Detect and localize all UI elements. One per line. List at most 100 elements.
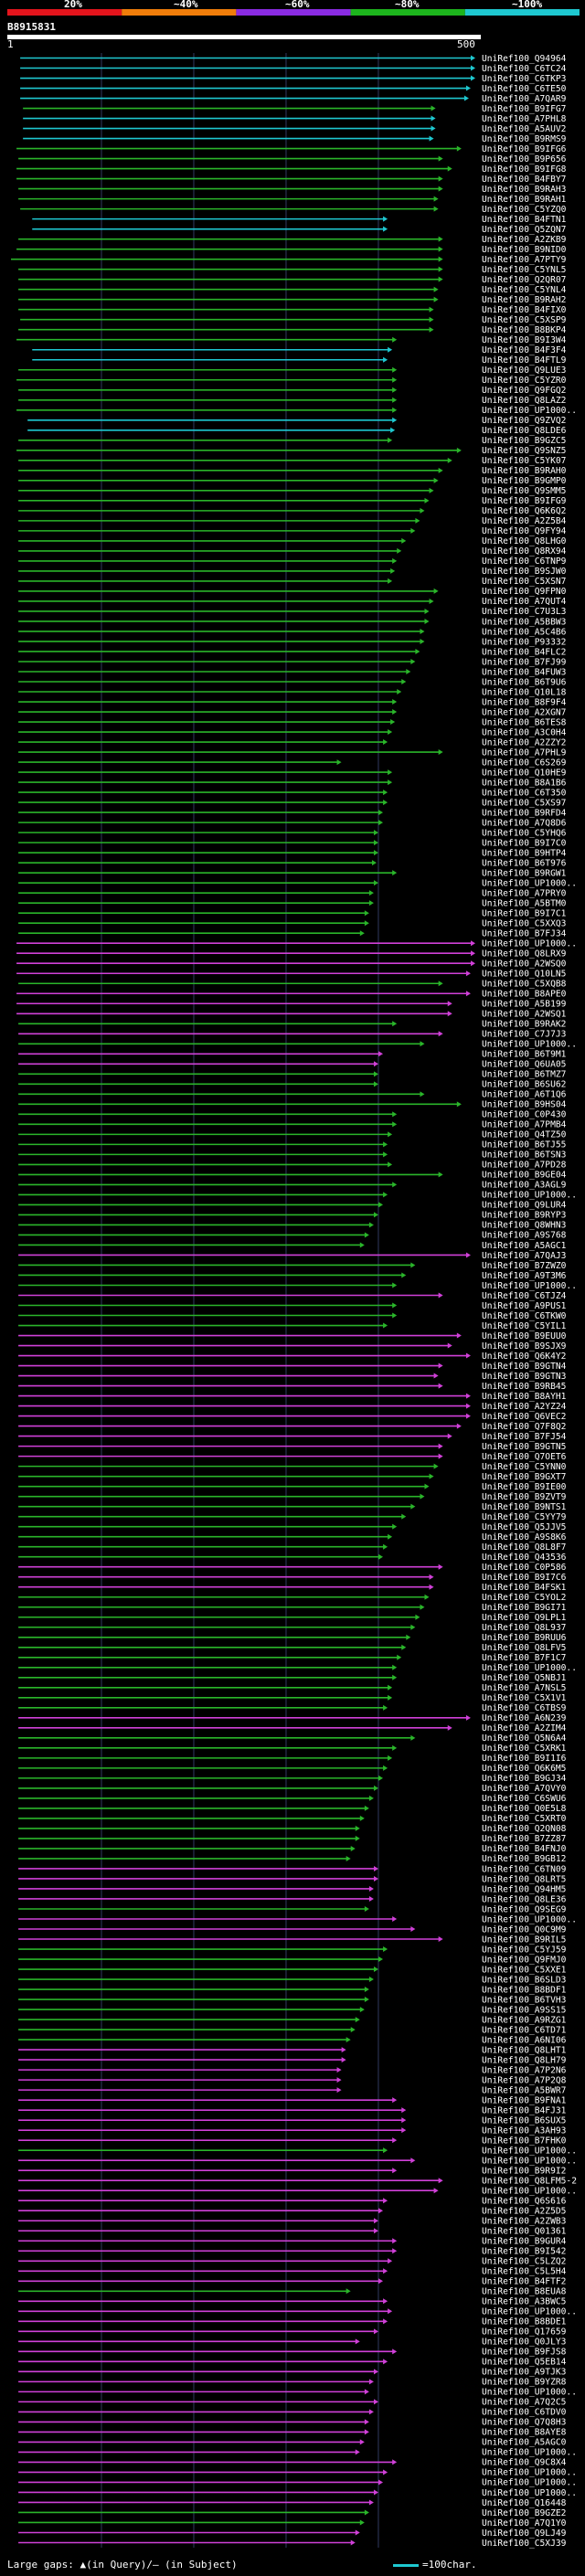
hit-label[interactable]: UniRef100_C5YK07 [482, 456, 567, 466]
hit-label[interactable]: UniRef100_Q9LUE3 [482, 366, 567, 376]
hit-label[interactable]: UniRef100_A5BWR7 [482, 2085, 567, 2095]
hit-label[interactable]: UniRef100_B6TJ55 [482, 1140, 566, 1150]
hit-label[interactable]: UniRef100_B9NID0 [482, 245, 567, 255]
hit-label[interactable]: UniRef100_Q8LAZ2 [482, 396, 566, 406]
hit-label[interactable]: UniRef100_C5XSP9 [482, 315, 567, 325]
hit-label[interactable]: UniRef100_A3C0H4 [482, 727, 567, 737]
hit-label[interactable]: UniRef100_UP1000.. [482, 2146, 577, 2156]
hit-label[interactable]: UniRef100_C7U3L3 [482, 607, 567, 617]
hit-label[interactable]: UniRef100_Q9ZVQ2 [482, 416, 566, 426]
hit-label[interactable]: UniRef100_B6TMZ7 [482, 1070, 567, 1080]
hit-label[interactable]: UniRef100_B8BDE1 [482, 2317, 567, 2327]
hit-label[interactable]: UniRef100_Q6K6Q2 [482, 506, 566, 516]
hit-label[interactable]: UniRef100_C6TC24 [482, 64, 567, 74]
hit-label[interactable]: UniRef100_A7P2Q8 [482, 2075, 567, 2085]
hit-label[interactable]: UniRef100_B9I542 [482, 2247, 566, 2257]
hit-label[interactable]: UniRef100_B9EUU0 [482, 1331, 567, 1341]
hit-label[interactable]: UniRef100_C5YIL1 [482, 1321, 567, 1331]
hit-label[interactable]: UniRef100_A7NSL5 [482, 1683, 566, 1693]
hit-label[interactable]: UniRef100_B9FJS8 [482, 2348, 567, 2358]
hit-label[interactable]: UniRef100_C5XQB8 [482, 980, 567, 990]
hit-label[interactable]: UniRef100_C5XJ39 [482, 2539, 567, 2549]
hit-label[interactable]: UniRef100_Q10L18 [482, 687, 567, 697]
hit-label[interactable]: UniRef100_C5YNN0 [482, 1462, 567, 1472]
hit-label[interactable]: UniRef100_Q8LFM5-2 [482, 2177, 577, 2187]
hit-label[interactable]: UniRef100_B8AYH1 [482, 1392, 567, 1402]
hit-label[interactable]: UniRef100_Q10LN5 [482, 970, 566, 980]
hit-label[interactable]: UniRef100_B9NTS1 [482, 1502, 567, 1512]
hit-label[interactable]: UniRef100_B9HS04 [482, 1100, 567, 1110]
hit-label[interactable]: UniRef100_C6TE50 [482, 84, 567, 94]
hit-label[interactable]: UniRef100_A6NI06 [482, 2035, 567, 2045]
hit-label[interactable]: UniRef100_Q8LH79 [482, 2055, 567, 2065]
hit-label[interactable]: UniRef100_Q94HM5 [482, 1884, 566, 1894]
hit-label[interactable]: UniRef100_B7FJ34 [482, 929, 567, 939]
hit-label[interactable]: UniRef100_B7FHK0 [482, 2136, 567, 2146]
hit-label[interactable]: UniRef100_B9FNA1 [482, 2095, 567, 2105]
hit-label[interactable]: UniRef100_Q01361 [482, 2227, 567, 2237]
hit-label[interactable]: UniRef100_A6N239 [482, 1713, 567, 1723]
hit-label[interactable]: UniRef100_Q6VEC2 [482, 1412, 566, 1422]
hit-label[interactable]: UniRef100_A5B199 [482, 1000, 567, 1010]
hit-label[interactable]: UniRef100_UP1000.. [482, 1663, 577, 1673]
hit-label[interactable]: UniRef100_A7PTY9 [482, 255, 567, 265]
hit-label[interactable]: UniRef100_B9RAH0 [482, 466, 567, 476]
hit-label[interactable]: UniRef100_B9GTN3 [482, 1372, 567, 1382]
hit-label[interactable]: UniRef100_C5XRK1 [482, 1744, 567, 1754]
hit-label[interactable]: UniRef100_Q8LDE6 [482, 426, 567, 436]
hit-label[interactable]: UniRef100_C6SWU6 [482, 1794, 567, 1804]
hit-label[interactable]: UniRef100_UP1000.. [482, 2187, 577, 2197]
hit-label[interactable]: UniRef100_B9IFG7 [482, 104, 567, 114]
hit-label[interactable]: UniRef100_Q5EB14 [482, 2358, 567, 2368]
hit-label[interactable]: UniRef100_B9I7C0 [482, 838, 567, 848]
hit-label[interactable]: UniRef100_A9SS15 [482, 2005, 566, 2015]
hit-label[interactable]: UniRef100_A9RZG1 [482, 2015, 567, 2025]
hit-label[interactable]: UniRef100_B7ZWZ0 [482, 1261, 567, 1271]
hit-label[interactable]: UniRef100_B9RAH3 [482, 185, 567, 195]
hit-label[interactable]: UniRef100_Q9LJ49 [482, 2528, 567, 2539]
hit-label[interactable]: UniRef100_A3AGL9 [482, 1181, 567, 1191]
hit-label[interactable]: UniRef100_B9GZC5 [482, 436, 566, 446]
hit-label[interactable]: UniRef100_A7P2N6 [482, 2065, 567, 2075]
hit-label[interactable]: UniRef100_A5BBW3 [482, 617, 567, 627]
hit-label[interactable]: UniRef100_C6TD71 [482, 2025, 567, 2035]
hit-label[interactable]: UniRef100_C0P586 [482, 1563, 567, 1573]
hit-label[interactable]: UniRef100_C5YOL2 [482, 1593, 566, 1603]
hit-label[interactable]: UniRef100_B9I7C6 [482, 1573, 567, 1583]
hit-label[interactable]: UniRef100_B9GB12 [482, 1854, 566, 1864]
hit-label[interactable]: UniRef100_Q6K6M5 [482, 1764, 566, 1774]
hit-label[interactable]: UniRef100_Q6K4Y2 [482, 1352, 566, 1362]
hit-label[interactable]: UniRef100_UP1000.. [482, 2478, 577, 2488]
hit-label[interactable]: UniRef100_B8F9F4 [482, 697, 567, 707]
hit-label[interactable]: UniRef100_Q8LRX9 [482, 949, 567, 959]
hit-label[interactable]: UniRef100_B9GI71 [482, 1603, 567, 1613]
hit-label[interactable]: UniRef100_B4FTL9 [482, 355, 567, 366]
hit-label[interactable]: UniRef100_B9GE04 [482, 1171, 567, 1181]
hit-label[interactable]: UniRef100_A7PD28 [482, 1161, 567, 1171]
hit-label[interactable]: UniRef100_Q8L8F7 [482, 1542, 567, 1553]
hit-label[interactable]: UniRef100_Q4TZ50 [482, 1130, 567, 1140]
hit-label[interactable]: UniRef100_B9RUU6 [482, 1633, 567, 1643]
hit-label[interactable]: UniRef100_C7J7J3 [482, 1030, 567, 1040]
hit-label[interactable]: UniRef100_B7FJ99 [482, 657, 567, 667]
hit-label[interactable]: UniRef100_B4FNJ0 [482, 1844, 567, 1854]
hit-label[interactable]: UniRef100_Q9LPL1 [482, 1613, 567, 1623]
hit-label[interactable]: UniRef100_A2XGN7 [482, 707, 567, 717]
hit-label[interactable]: UniRef100_Q8RX94 [482, 546, 567, 557]
hit-label[interactable]: UniRef100_A2ZWB3 [482, 2217, 567, 2227]
hit-label[interactable]: UniRef100_A5AGC1 [482, 1241, 567, 1251]
hit-label[interactable]: UniRef100_A9PUS1 [482, 1301, 567, 1311]
hit-label[interactable]: UniRef100_A5BTM0 [482, 898, 567, 908]
hit-label[interactable]: UniRef100_B4FBY7 [482, 175, 567, 185]
hit-label[interactable]: UniRef100_A9T3M6 [482, 1271, 567, 1281]
hit-label[interactable]: UniRef100_C5YNL4 [482, 285, 567, 295]
hit-label[interactable]: UniRef100_B9P656 [482, 154, 567, 164]
hit-label[interactable]: UniRef100_C5XRT0 [482, 1814, 567, 1824]
hit-label[interactable]: UniRef100_C6TDV0 [482, 2408, 567, 2418]
hit-label[interactable]: UniRef100_Q0JLY3 [482, 2337, 567, 2348]
hit-label[interactable]: UniRef100_UP1000.. [482, 2468, 577, 2478]
hit-label[interactable]: UniRef100_UP1000.. [482, 2448, 577, 2458]
hit-label[interactable]: UniRef100_UP1000.. [482, 2307, 577, 2317]
hit-label[interactable]: UniRef100_B8A1B6 [482, 778, 567, 788]
hit-label[interactable]: UniRef100_C6TBS9 [482, 1703, 567, 1713]
